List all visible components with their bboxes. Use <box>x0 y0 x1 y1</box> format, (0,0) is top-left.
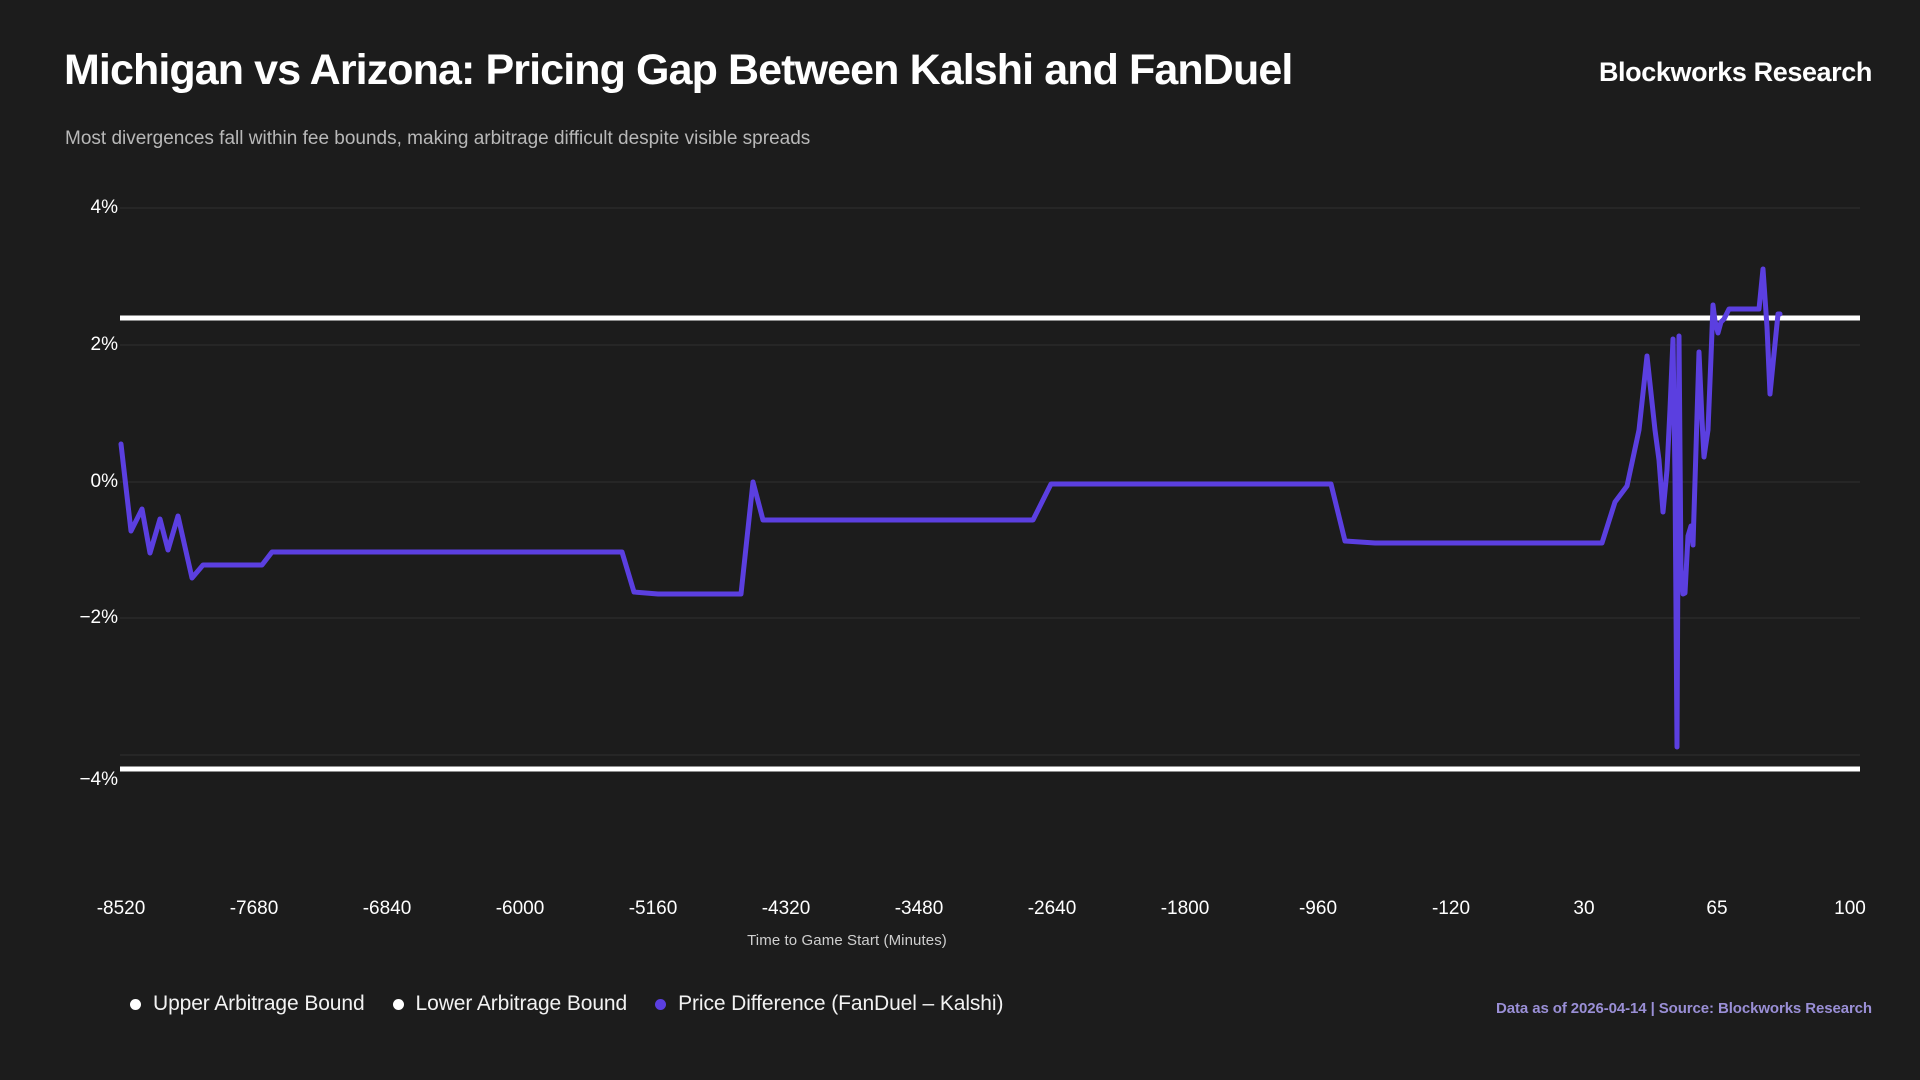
legend-label: Price Difference (FanDuel – Kalshi) <box>678 992 1004 1015</box>
brand-label: Blockworks Research <box>1598 57 1872 87</box>
legend-item-lower-arbitrage-bound[interactable]: Lower Arbitrage Bound <box>392 992 628 1016</box>
legend-dot-icon <box>655 998 667 1010</box>
x-tick-label: -6000 <box>495 898 545 919</box>
x-axis-labels: -8520 -7680 -6840 -6000 -5160 -4320 -348… <box>0 898 1920 932</box>
x-tick-label: -3480 <box>894 898 944 919</box>
y-tick-label: 0% <box>90 471 118 492</box>
x-axis-title-wrap: Time to Game Start (Minutes) <box>0 932 1920 949</box>
chart-legend: Upper Arbitrage Bound Lower Arbitrage Bo… <box>130 992 1031 1016</box>
x-tick-label: 30 <box>1573 898 1595 919</box>
x-tick-label: -8520 <box>96 898 146 919</box>
x-tick-label: -4320 <box>761 898 811 919</box>
x-tick-label: -960 <box>1298 898 1338 919</box>
x-tick-label: -2640 <box>1027 898 1077 919</box>
y-axis-labels: 4% 2% 0% −2% −4% <box>0 175 118 905</box>
x-tick-label: 100 <box>1834 898 1866 919</box>
price-difference-line <box>118 266 1783 750</box>
x-axis-title: Time to Game Start (Minutes) <box>747 932 947 949</box>
gridlines <box>120 207 1860 756</box>
legend-dot-icon <box>392 998 404 1010</box>
x-tick-label: -120 <box>1431 898 1471 919</box>
chart-header: Michigan vs Arizona: Pricing Gap Between… <box>0 0 1920 175</box>
chart-canvas <box>118 207 1860 772</box>
y-tick-label: 2% <box>90 334 118 355</box>
x-tick-label: 65 <box>1706 898 1728 919</box>
x-tick-label: -6840 <box>362 898 412 919</box>
legend-item-price-difference[interactable]: Price Difference (FanDuel – Kalshi) <box>655 992 1003 1016</box>
legend-label: Lower Arbitrage Bound <box>415 992 628 1015</box>
source-footnote: Data as of 2026-04-14 | Source: Blockwor… <box>1496 1000 1872 1017</box>
page-title: Michigan vs Arizona: Pricing Gap Between… <box>64 46 1293 94</box>
legend-label: Upper Arbitrage Bound <box>153 992 365 1015</box>
x-tick-label: -5160 <box>628 898 678 919</box>
y-tick-label: −2% <box>79 607 118 628</box>
plot-area <box>0 175 1920 905</box>
legend-item-upper-arbitrage-bound[interactable]: Upper Arbitrage Bound <box>130 992 365 1016</box>
legend-dot-icon <box>130 998 141 1010</box>
x-tick-label: -7680 <box>229 898 279 919</box>
chart-subtitle: Most divergences fall within fee bounds,… <box>65 128 811 149</box>
y-tick-label: −4% <box>79 769 118 790</box>
x-tick-label: -1800 <box>1160 898 1210 919</box>
y-tick-label: 4% <box>90 197 118 218</box>
